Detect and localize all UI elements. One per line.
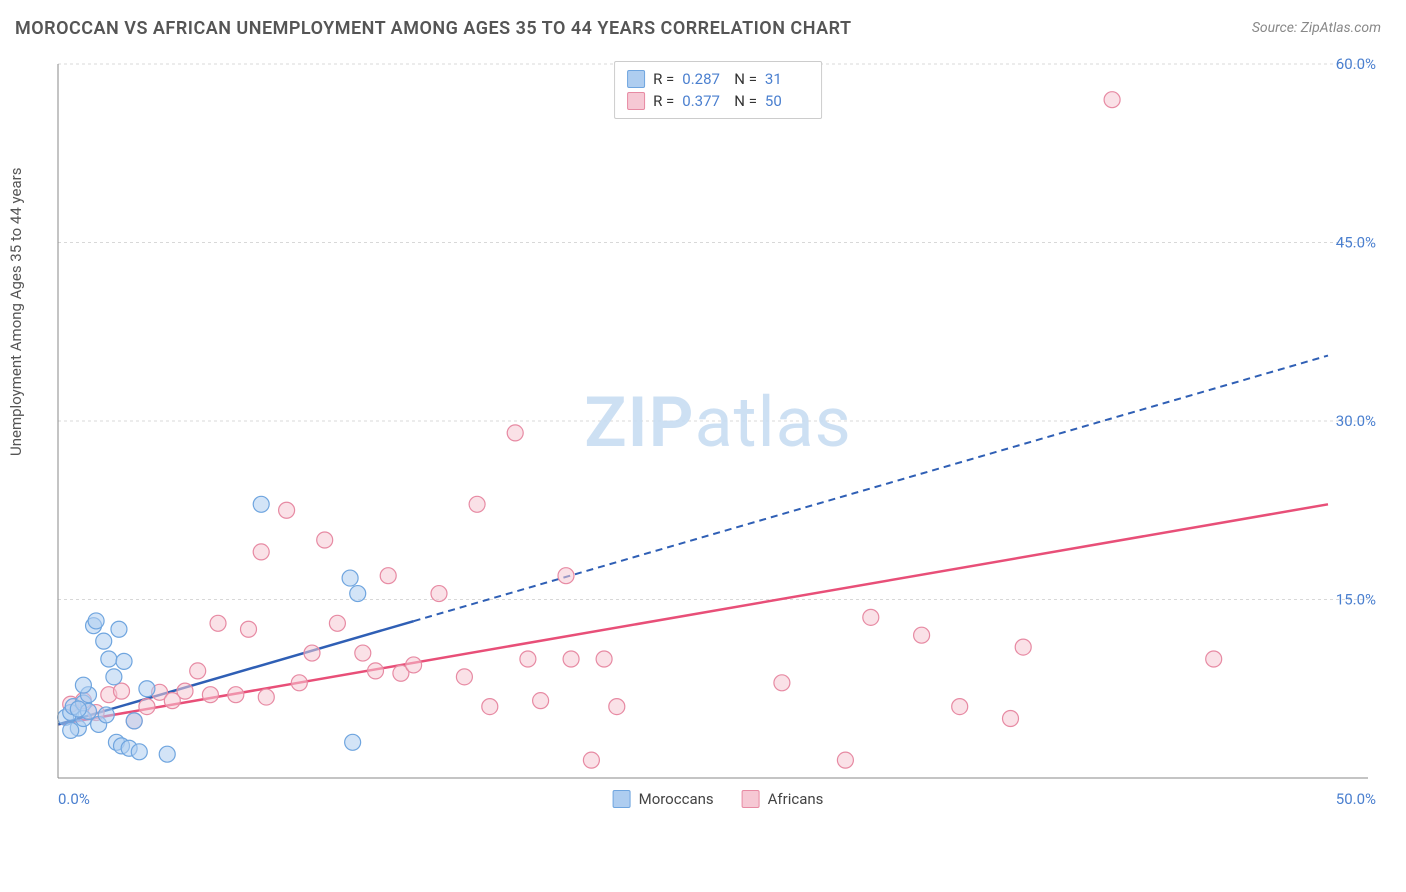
legend-item-africans: Africans xyxy=(742,790,824,808)
stats-n-label: N = xyxy=(734,70,757,88)
swatch-moroccans xyxy=(613,790,631,808)
scatter-chart: 15.0% 30.0% 45.0% 60.0% 0.0% 50.0% xyxy=(48,58,1388,818)
stats-n-value-africans: 50 xyxy=(765,92,809,110)
swatch-africans xyxy=(742,790,760,808)
stats-r-value-moroccans: 0.287 xyxy=(682,70,726,88)
stats-n-value-moroccans: 31 xyxy=(765,70,809,88)
svg-text:45.0%: 45.0% xyxy=(1336,234,1376,252)
stats-legend: R = 0.287 N = 31 R = 0.377 N = 50 xyxy=(614,61,822,119)
y-axis-label: Unemployment Among Ages 35 to 44 years xyxy=(7,436,25,456)
chart-title: MOROCCAN VS AFRICAN UNEMPLOYMENT AMONG A… xyxy=(15,18,852,39)
svg-text:0.0%: 0.0% xyxy=(58,790,90,808)
svg-text:15.0%: 15.0% xyxy=(1336,591,1376,609)
swatch-africans xyxy=(627,92,645,110)
tick-labels: 15.0% 30.0% 45.0% 60.0% 0.0% 50.0% xyxy=(58,58,1376,808)
plot-area: ZIPatlas 15.0%30.0%45.0%60.0%0.0%50.0% R… xyxy=(48,58,1388,818)
stats-row-moroccans: R = 0.287 N = 31 xyxy=(627,68,809,90)
gridlines xyxy=(58,64,1368,600)
data-points xyxy=(58,92,1222,768)
chart-header: MOROCCAN VS AFRICAN UNEMPLOYMENT AMONG A… xyxy=(15,18,1391,48)
trend-lines xyxy=(58,356,1328,725)
bottom-legend: Moroccans Africans xyxy=(613,790,824,808)
legend-item-moroccans: Moroccans xyxy=(613,790,714,808)
swatch-moroccans xyxy=(627,70,645,88)
stats-r-label: R = xyxy=(653,70,674,88)
svg-text:30.0%: 30.0% xyxy=(1336,412,1376,430)
legend-label-moroccans: Moroccans xyxy=(639,790,714,808)
stats-n-label: N = xyxy=(734,92,757,110)
svg-text:60.0%: 60.0% xyxy=(1336,58,1376,73)
legend-label-africans: Africans xyxy=(768,790,824,808)
source-label: Source: ZipAtlas.com xyxy=(1252,20,1381,36)
stats-r-value-africans: 0.377 xyxy=(682,92,726,110)
stats-row-africans: R = 0.377 N = 50 xyxy=(627,90,809,112)
svg-text:50.0%: 50.0% xyxy=(1336,790,1376,808)
stats-r-label: R = xyxy=(653,92,674,110)
